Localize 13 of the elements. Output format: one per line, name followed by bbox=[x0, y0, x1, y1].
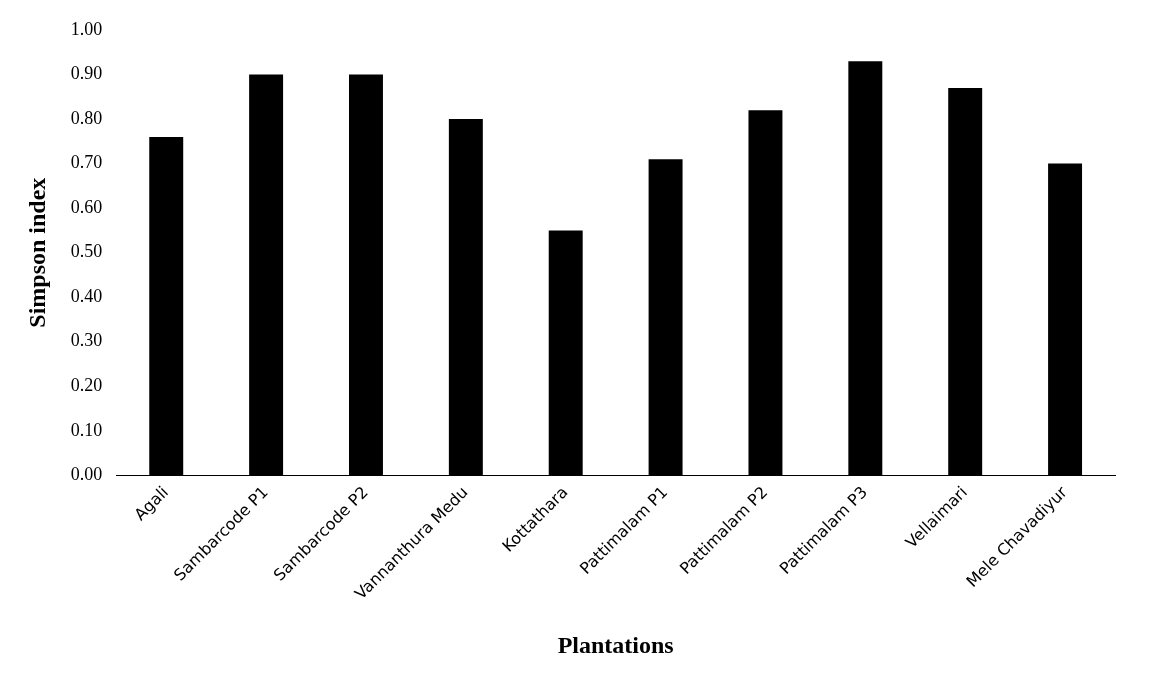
y-tick-label: 0.40 bbox=[70, 285, 103, 306]
y-tick-label: 0.20 bbox=[70, 375, 103, 396]
y-tick-label: 0.70 bbox=[70, 152, 103, 173]
y-axis-title: Simpson index bbox=[23, 177, 50, 328]
y-tick-label: 0.30 bbox=[70, 330, 103, 351]
y-tick-label: 0.90 bbox=[70, 63, 103, 84]
y-tick-label: 1.00 bbox=[70, 18, 103, 39]
y-tick-label: 0.60 bbox=[70, 196, 103, 217]
y-tick-label: 0.80 bbox=[70, 107, 103, 128]
x-axis-title: Plantations bbox=[557, 631, 674, 658]
y-tick-label: 0.10 bbox=[70, 419, 103, 440]
y-tick-label: 0.00 bbox=[70, 464, 103, 485]
y-tick-label: 0.50 bbox=[70, 241, 103, 262]
